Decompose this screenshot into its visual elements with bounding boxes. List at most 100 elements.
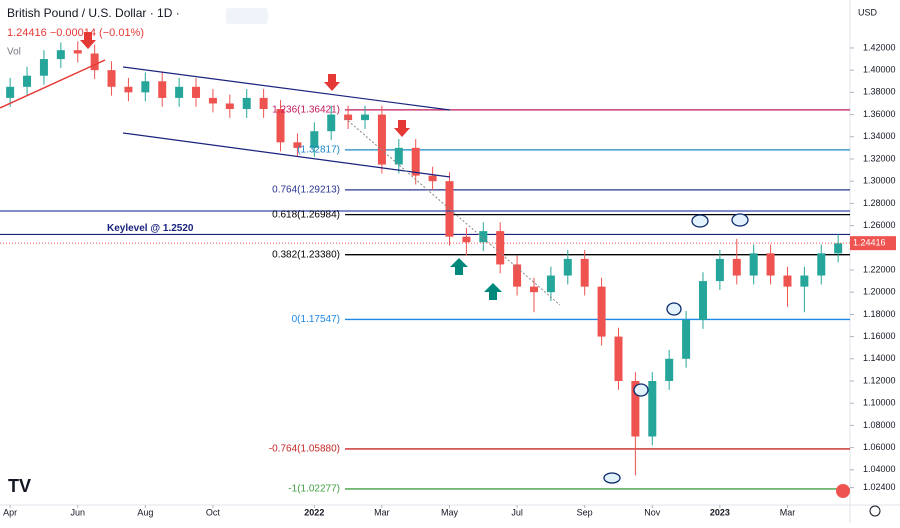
arrows-down [80,32,410,137]
dotted-line [344,117,561,306]
fib-label: -1(1.02277) [288,484,340,495]
candle-body [732,258,741,276]
fib-label: 0.764(1.29213) [272,185,340,196]
logo: TV [8,476,31,496]
y-tick-label: 1.32000 [863,153,896,163]
candle-body [597,286,606,337]
plot [0,41,850,490]
y-tick-label: 1.04000 [863,464,896,474]
y-tick-label: 1.10000 [863,398,896,408]
candle-body [310,131,319,148]
candle-body [327,114,336,132]
candle-body [682,319,691,359]
candle-body [344,114,353,121]
toolbar [226,8,268,24]
price-badge [850,236,896,251]
y-tick-label: 1.06000 [863,442,896,452]
y-tick-label: 1.26000 [863,220,896,230]
x-tick-label: Aug [137,507,153,517]
candle-body [394,147,403,165]
y-tick-label: 1.08000 [863,420,896,430]
candle-body [648,380,657,437]
candle-body [107,70,116,87]
x-tick-label: Apr [3,507,17,517]
candle-body [242,97,251,110]
candle-body [479,231,488,243]
x-tick-label: Mar [780,507,796,517]
channel-line [122,132,451,178]
x-tick-label: 2023 [710,507,730,517]
candle-body [73,50,82,54]
candle-body [23,75,32,87]
candle-body [496,231,505,265]
candle-body [428,175,437,182]
candle-body [411,147,420,176]
candle-body [817,253,826,276]
arrows-up [450,258,502,300]
x-tick-label: Sep [577,507,593,517]
candle-body [698,281,707,320]
candle-body [580,258,589,287]
x-tick-label: Oct [206,507,221,517]
y-tick-label: 1.38000 [863,87,896,97]
markers [603,213,749,484]
x-tick-label: Jun [70,507,85,517]
candle-body [529,286,538,293]
candle-body [259,97,268,110]
settings-icon[interactable] [869,505,881,517]
quote: 1.24416 −0.00014 (−0.01%) [7,27,144,39]
candle-body [225,103,234,110]
x-tick-label: Nov [644,507,661,517]
candle-body [90,53,99,71]
x-tick-label: May [441,507,459,517]
candle-body [56,50,65,60]
candle-body [276,109,285,143]
candle-body [361,114,370,121]
x-tick-label: Mar [374,507,390,517]
candle-body [800,275,809,287]
candle-body [563,258,572,276]
icon[interactable] [836,484,850,498]
title: British Pound / U.S. Dollar · 1D · [7,6,180,20]
candle-body [513,264,522,287]
candle-body [6,86,15,98]
channel-line [122,66,451,111]
candle-body [192,86,201,98]
candle-body [783,275,792,287]
candle-body [293,142,302,148]
fib-label: 0.382(1.23380) [272,249,340,260]
fib-label: 0.618(1.26984) [272,209,340,220]
fib-label: 0(1.17547) [292,314,340,325]
candle-body [39,59,48,76]
candle-body [546,275,555,293]
candle-body [462,236,471,243]
y-tick-label: 1.20000 [863,287,896,297]
fib-label: (1.32817) [297,145,340,156]
y-tick-label: 1.34000 [863,131,896,141]
fib-label: 1.236(1.36421) [272,105,340,116]
candle-body [445,181,454,237]
y-tick-label: 1.40000 [863,65,896,75]
y-tick-label: 1.22000 [863,264,896,274]
y-tick-label: 1.12000 [863,375,896,385]
candle-body [377,114,386,165]
y-tick-label: 1.36000 [863,109,896,119]
candle-body [749,253,758,276]
y-tick-label: 1.18000 [863,309,896,319]
fib-label: -0.764(1.05880) [269,444,340,455]
candle-body [614,336,623,381]
candle-body [631,380,640,437]
y-tick-label: 1.30000 [863,176,896,186]
candle-body [158,81,167,98]
y-tick-label: 1.16000 [863,331,896,341]
keylevel-label: Keylevel @ 1.2520 [107,223,194,234]
volume-label: Vol [7,47,21,58]
candle-body [766,253,775,276]
y-tick-label: 1.28000 [863,198,896,208]
candle-body [141,81,150,93]
candle-body [834,243,843,254]
x-tick-label: 2022 [304,507,324,517]
y-tick-label: 1.02400 [863,482,896,492]
